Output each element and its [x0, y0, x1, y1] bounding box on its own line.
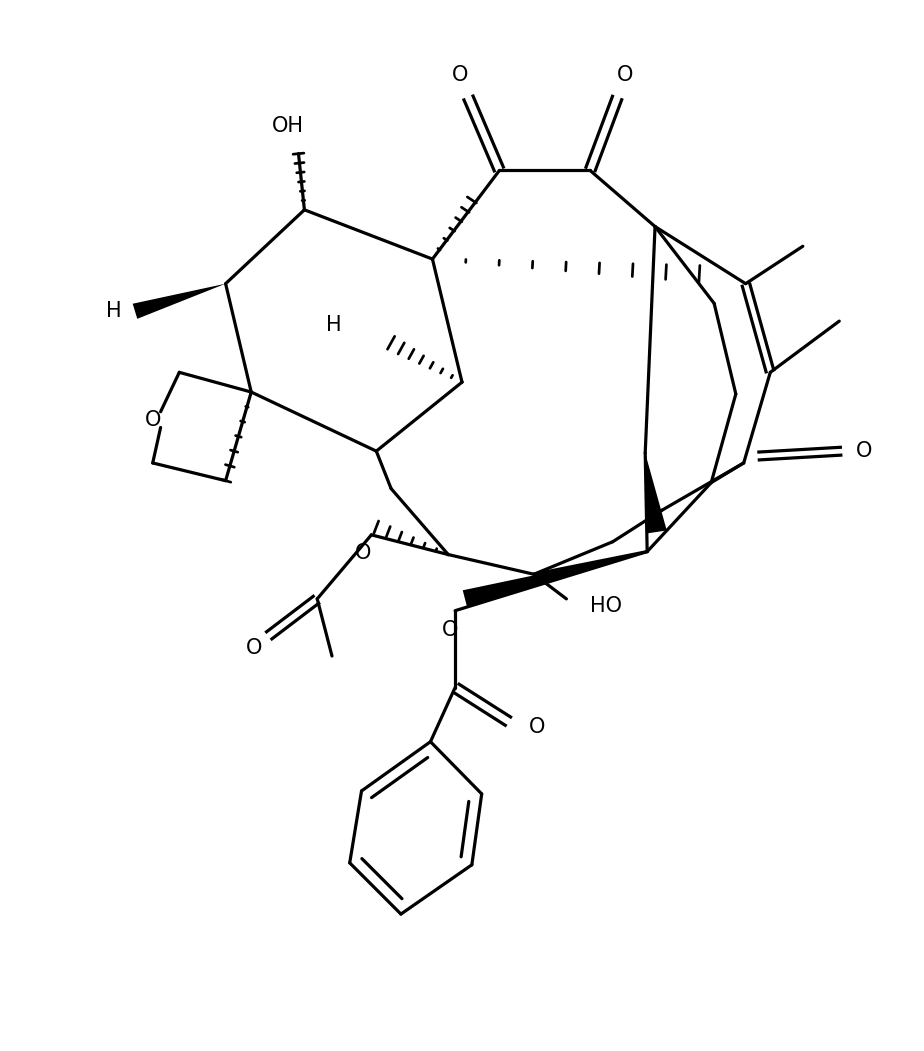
Text: O: O — [246, 638, 262, 658]
Text: O: O — [356, 542, 371, 562]
Polygon shape — [133, 284, 225, 318]
Polygon shape — [645, 453, 667, 533]
Text: O: O — [442, 620, 458, 640]
Text: H: H — [105, 302, 121, 322]
Text: O: O — [144, 410, 161, 430]
Text: O: O — [529, 717, 545, 737]
Polygon shape — [463, 552, 647, 607]
Text: O: O — [617, 65, 634, 85]
Text: OH: OH — [272, 116, 304, 136]
Text: O: O — [856, 441, 872, 461]
Text: H: H — [326, 315, 342, 335]
Text: O: O — [452, 65, 468, 85]
Text: HO: HO — [590, 596, 622, 616]
